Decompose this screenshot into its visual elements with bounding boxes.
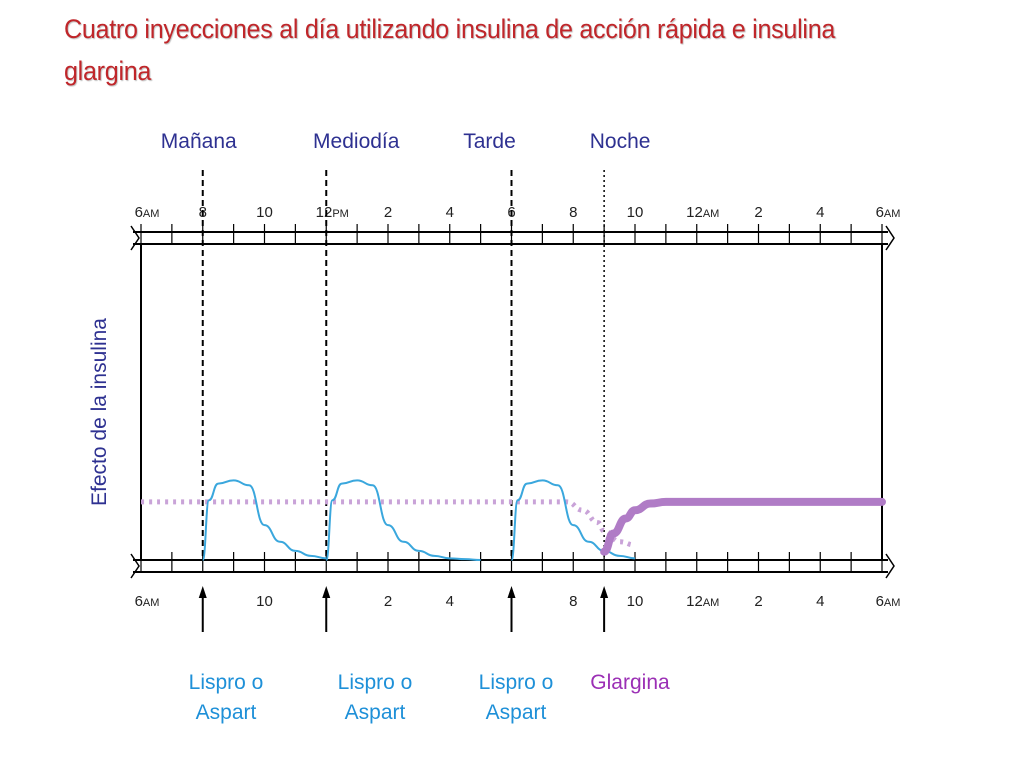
axis-start-chevron — [130, 225, 140, 251]
injection-arrowhead — [600, 586, 609, 598]
injection-label-line2: Aspart — [345, 701, 406, 724]
top-tick-label: 10 — [256, 204, 273, 221]
period-label: Noche — [590, 130, 651, 153]
period-label: Mañana — [161, 130, 237, 153]
y-axis-label: Efecto de la insulina — [88, 318, 111, 506]
bottom-tick-label: 8 — [569, 593, 577, 610]
top-tick-label: 6AM — [876, 204, 901, 221]
axis-end-chevron — [885, 225, 895, 251]
bottom-tick-label: 2 — [384, 593, 392, 610]
time-axes — [130, 224, 895, 579]
top-tick-label: 8 — [569, 204, 577, 221]
glargine-curve — [600, 497, 886, 556]
injection-label: Lispro o — [338, 671, 413, 694]
rapid-insulin-curve — [510, 479, 636, 561]
period-label: Tarde — [463, 130, 516, 153]
top-tick-labels: 6AM81012PM24681012AM246AM — [135, 204, 901, 221]
injection-arrowhead — [507, 586, 516, 598]
top-tick-label: 2 — [384, 204, 392, 221]
top-tick-label: 4 — [816, 204, 824, 221]
top-tick-label: 2 — [754, 204, 762, 221]
bottom-tick-labels: 6AM 10 2 4 8 10 12AM 2 4 6AM — [135, 593, 901, 610]
injection-label-line2: Aspart — [486, 701, 547, 724]
period-labels: Mañana Mediodía Tarde Noche — [161, 130, 651, 153]
rapid-insulin-curve — [325, 479, 481, 561]
axis-start-chevron — [130, 553, 140, 579]
period-label: Mediodía — [313, 130, 400, 153]
top-tick-label: 12AM — [686, 204, 719, 221]
axis-end-chevron — [885, 553, 895, 579]
injection-arrowhead — [198, 586, 207, 598]
bottom-tick-label: 10 — [256, 593, 273, 610]
bottom-tick-label: 4 — [446, 593, 454, 610]
bottom-tick-label: 2 — [754, 593, 762, 610]
glargine-previous-dotted-curve — [140, 499, 636, 548]
bottom-tick-label: 4 — [816, 593, 824, 610]
injection-arrowhead — [322, 586, 331, 598]
injection-label-line2: Aspart — [196, 701, 257, 724]
bottom-tick-label: 6AM — [135, 593, 160, 610]
injection-guide-lines — [201, 170, 605, 560]
rapid-insulin-curve — [201, 479, 327, 561]
top-tick-label: 10 — [627, 204, 644, 221]
injection-label: Lispro o — [479, 671, 554, 694]
bottom-tick-label: 10 — [627, 593, 644, 610]
injection-labels: Lispro o Aspart Lispro o Aspart Lispro o Aspa… — [189, 671, 670, 724]
top-tick-label: 6AM — [135, 204, 160, 221]
injection-label: Glargina — [590, 671, 670, 694]
injection-arrows — [198, 586, 609, 632]
slide-title: Cuatro inyecciones al día utilizando ins… — [64, 14, 836, 86]
top-tick-label: 4 — [446, 204, 454, 221]
bottom-tick-label: 12AM — [686, 593, 719, 610]
insulin-curves — [140, 479, 886, 561]
top-tick-label: 12PM — [316, 204, 349, 221]
bottom-tick-label: 6AM — [876, 593, 901, 610]
injection-label: Lispro o — [189, 671, 264, 694]
